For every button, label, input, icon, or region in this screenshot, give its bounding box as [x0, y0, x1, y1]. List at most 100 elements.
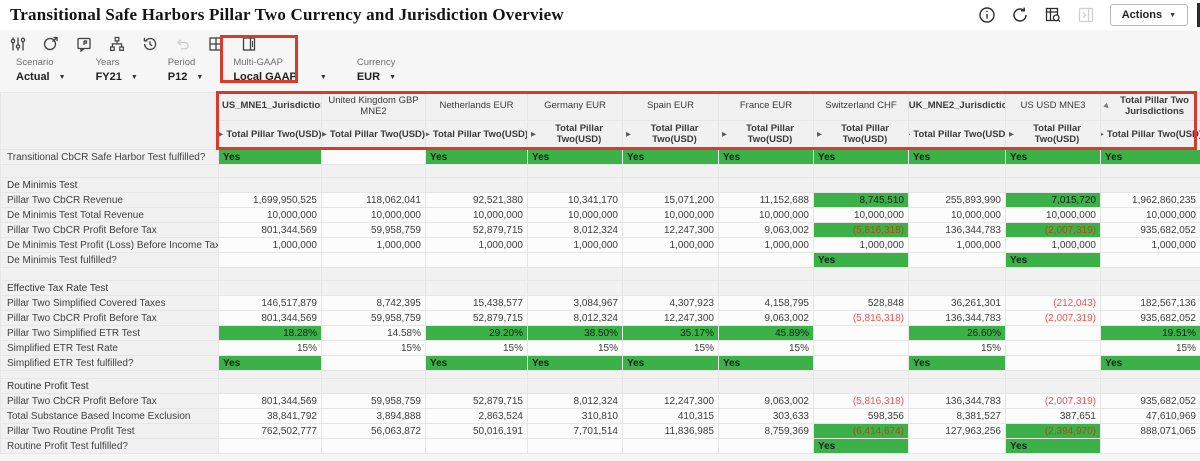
grid-cell[interactable]: 387,651	[1005, 408, 1101, 424]
info-icon[interactable]	[978, 6, 996, 24]
grid-cell[interactable]: (5,816,318)	[813, 393, 909, 409]
grid-cell[interactable]: 310,810	[527, 408, 623, 424]
grid-cell[interactable]: Yes	[425, 149, 528, 165]
grid-cell[interactable]: 11,836,985	[622, 423, 719, 439]
caret-down-icon[interactable]: ▼	[389, 73, 396, 81]
grid-cell[interactable]: Yes	[1005, 252, 1101, 268]
column-header-france-eur[interactable]: France EUR	[718, 92, 814, 121]
grid-cell[interactable]: 10,000,000	[813, 207, 909, 223]
caret-down-icon[interactable]: ▼	[130, 73, 138, 81]
grid-cell[interactable]: 50,016,191	[425, 423, 528, 439]
grid-cell[interactable]	[321, 252, 426, 268]
grid-cell[interactable]: (5,816,318)	[813, 222, 909, 238]
subcolumn-header-total-pillar-two-usd[interactable]: ▶Total Pillar Two(USD)	[1100, 120, 1200, 150]
column-header-us-usd-mne3[interactable]: US USD MNE3	[1005, 92, 1101, 121]
grid-cell[interactable]	[425, 438, 528, 454]
grid-cell[interactable]: 10,341,170	[527, 192, 623, 208]
grid-cell[interactable]: 10,000,000	[218, 207, 322, 223]
grid-cell[interactable]: (6,414,674)	[813, 423, 909, 439]
grid-cell[interactable]: 92,521,380	[425, 192, 528, 208]
grid-cell[interactable]: Yes	[813, 149, 909, 165]
grid-cell[interactable]: 12,247,300	[622, 393, 719, 409]
grid-cell[interactable]: Yes	[908, 355, 1006, 371]
grid-cell[interactable]: 303,633	[718, 408, 814, 424]
expand-member-icon[interactable]: ▶	[1009, 131, 1014, 139]
undo-icon[interactable]	[175, 36, 191, 52]
expand-member-icon[interactable]: ▶	[1102, 131, 1104, 138]
column-header-united-kingdom-gbp-mne2[interactable]: United Kingdom GBP MNE2	[321, 92, 426, 121]
grid-cell[interactable]: Yes	[218, 355, 322, 371]
grid-cell[interactable]: 598,356	[813, 408, 909, 424]
grid-cell[interactable]: 9,063,002	[718, 393, 814, 409]
grid-cell[interactable]	[813, 340, 909, 356]
column-header-us-mne1-jurisdiction[interactable]: ▶US_MNE1_Jurisdiction	[218, 92, 322, 121]
grid-cell[interactable]	[1005, 325, 1101, 341]
grid-cell[interactable]: 1,000,000	[527, 237, 623, 253]
grid-cell[interactable]: 15%	[425, 340, 528, 356]
grid-cell[interactable]: 15%	[718, 340, 814, 356]
grid-cell[interactable]: 1,000,000	[1005, 237, 1101, 253]
grid-cell[interactable]	[321, 355, 426, 371]
column-header-germany-eur[interactable]: Germany EUR	[527, 92, 623, 121]
caret-down-icon[interactable]: ▼	[196, 73, 204, 81]
grid-cell[interactable]	[1100, 252, 1200, 268]
column-header-netherlands-eur[interactable]: Netherlands EUR	[425, 92, 528, 121]
grid-cell[interactable]: 8,012,324	[527, 222, 623, 238]
grid-cell[interactable]	[218, 252, 322, 268]
grid-cell[interactable]: (2,007,319)	[1005, 310, 1101, 326]
grid-cell[interactable]: Yes	[1100, 149, 1200, 165]
subcolumn-header-total-pillar-two-usd[interactable]: ▶Total Pillar Two(USD)	[527, 120, 623, 150]
grid-cell[interactable]: 11,152,688	[718, 192, 814, 208]
grid-cell[interactable]	[218, 438, 322, 454]
grid-cell[interactable]: 26.60%	[908, 325, 1006, 341]
grid-cell[interactable]: 1,000,000	[425, 237, 528, 253]
grid-cell[interactable]: 8,381,527	[908, 408, 1006, 424]
grid-cell[interactable]: 9,063,002	[718, 222, 814, 238]
grid-cell[interactable]: 1,962,860,235	[1100, 192, 1200, 208]
column-header-switzerland-chf[interactable]: Switzerland CHF	[813, 92, 909, 121]
grid-cell[interactable]	[622, 252, 719, 268]
grid-cell[interactable]: 38.50%	[527, 325, 623, 341]
grid-cell[interactable]: 1,000,000	[218, 237, 322, 253]
actions-button[interactable]: Actions ▼	[1109, 4, 1188, 26]
grid-cell[interactable]: 59,958,759	[321, 310, 426, 326]
grid-cell[interactable]	[622, 438, 719, 454]
grid-cell[interactable]: 10,000,000	[622, 207, 719, 223]
grid-cell[interactable]: 45.89%	[718, 325, 814, 341]
pov-sliders-icon[interactable]	[10, 36, 26, 52]
grid-cell[interactable]: Yes	[1005, 438, 1101, 454]
grid-cell[interactable]: Yes	[1005, 149, 1101, 165]
grid-cell[interactable]: 1,000,000	[718, 237, 814, 253]
hierarchy-icon[interactable]	[109, 36, 125, 52]
grid-cell[interactable]: Yes	[813, 252, 909, 268]
grid-cell[interactable]: 10,000,000	[527, 207, 623, 223]
subcolumn-header-total-pillar-two-usd[interactable]: ▶Total Pillar Two(USD)	[622, 120, 719, 150]
grid-cell[interactable]	[813, 325, 909, 341]
grid-cell[interactable]: Yes	[718, 355, 814, 371]
grid-cell[interactable]: Yes	[218, 149, 322, 165]
column-header-spain-eur[interactable]: Spain EUR	[622, 92, 719, 121]
grid-cell[interactable]: 8,742,395	[321, 295, 426, 311]
grid-cell[interactable]: Yes	[425, 355, 528, 371]
grid-cell[interactable]: 15%	[908, 340, 1006, 356]
grid-cell[interactable]: 29.20%	[425, 325, 528, 341]
grid-cell[interactable]: 38,841,792	[218, 408, 322, 424]
grid-cell[interactable]: 10,000,000	[718, 207, 814, 223]
subcolumn-header-total-pillar-two-usd[interactable]: ▶Total Pillar Two(USD)	[718, 120, 814, 150]
grid-cell[interactable]: 4,307,923	[622, 295, 719, 311]
grid-cell[interactable]: 10,000,000	[1005, 207, 1101, 223]
grid-cell[interactable]: Yes	[527, 355, 623, 371]
grid-cell[interactable]: 118,062,041	[321, 192, 426, 208]
grid-cell[interactable]	[1005, 355, 1101, 371]
pov-member-select[interactable]: Actual ▼	[16, 71, 66, 83]
grid-cell[interactable]: 1,000,000	[1100, 237, 1200, 253]
grid-cell[interactable]: 15%	[622, 340, 719, 356]
grid-cell[interactable]: (2,007,319)	[1005, 222, 1101, 238]
grid-cell[interactable]: 888,071,065	[1100, 423, 1200, 439]
grid-cell[interactable]: (212,043)	[1005, 295, 1101, 311]
grid-cell[interactable]: 52,879,715	[425, 310, 528, 326]
grid-cell[interactable]: 10,000,000	[321, 207, 426, 223]
grid-cell[interactable]: 59,958,759	[321, 222, 426, 238]
expanded-member-icon[interactable]: ▶	[1102, 102, 1111, 111]
grid-cell[interactable]: 19.51%	[1100, 325, 1200, 341]
